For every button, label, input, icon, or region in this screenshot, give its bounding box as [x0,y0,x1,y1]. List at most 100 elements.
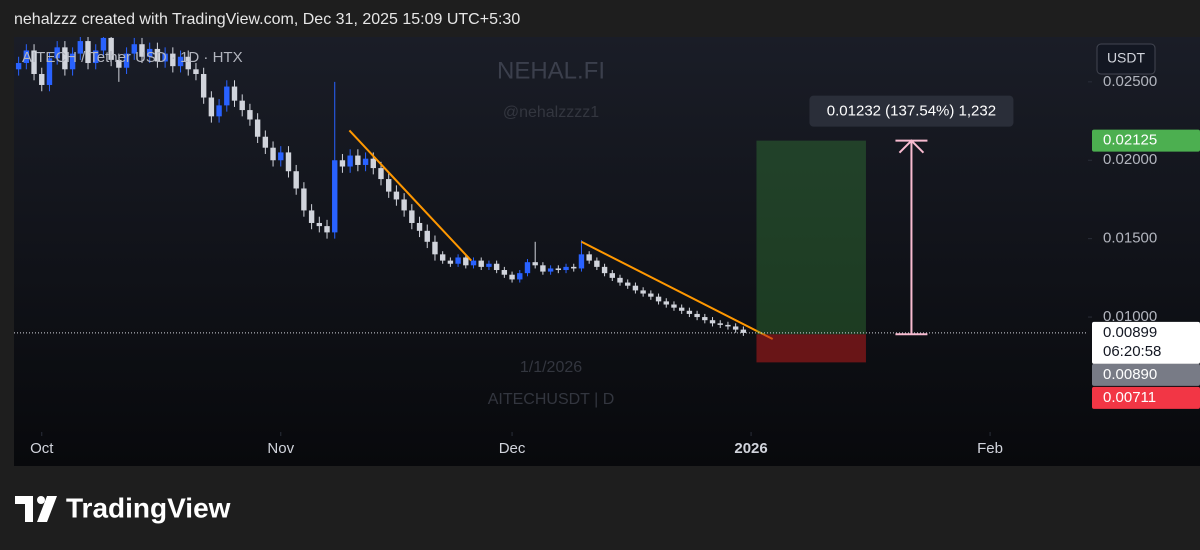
watermark-date: 1/1/2026 [520,359,582,376]
candle-body [625,282,631,286]
candle-body [185,56,191,70]
last-price-tag [1092,321,1200,364]
y-tick-label: 0.02000 [1103,151,1157,168]
candle-body [486,263,492,267]
candle-body [478,260,484,267]
candle-body [493,263,500,271]
candle-body [200,74,207,98]
trend-line [581,240,774,340]
candle-body [116,59,122,68]
candle-body [362,158,369,165]
candle-body [393,191,400,200]
candle-body [131,44,137,54]
x-tick-label: Dec [499,440,526,457]
candle-body [409,210,415,223]
candle-body [285,152,292,172]
candle-body [378,168,384,180]
candle-body [555,268,562,271]
brand-logo [15,496,57,522]
y-tick-label: 0.01500 [1103,230,1157,247]
candle-body [347,155,353,167]
y-tick-label: 0.01000 [1103,308,1157,325]
candle-body [648,293,654,297]
measure-label-box [809,95,1014,127]
candle-body [424,230,430,242]
candle-body [224,86,230,106]
candle-body [154,48,161,62]
trend-line [348,129,472,262]
candle-body [540,265,546,272]
candle-body [686,310,693,314]
currency-label[interactable]: USDT [1107,50,1146,66]
candle-body [231,86,238,101]
candle-body [262,136,269,148]
candle-body [247,110,253,120]
candle-body [370,158,376,169]
candle-body [62,47,68,70]
candle-body [108,37,114,60]
candle-body [100,37,107,51]
loss-zone [756,334,866,363]
candle-body [678,307,685,311]
entry-price-tag [1092,363,1200,386]
candle-body [594,260,600,267]
brand-name: TradingView [66,492,231,523]
countdown-label: 06:20:58 [1103,343,1161,360]
candle-body [216,105,222,117]
candle-body [655,296,662,302]
candle-body [563,266,569,271]
x-tick-label: Nov [267,440,294,457]
candle-body [170,53,176,67]
candle-body [632,285,639,291]
candle-body [571,266,577,269]
candle-body [601,266,608,274]
profit-zone [756,140,866,335]
candle-body [23,50,30,64]
candle-body [524,262,531,274]
candle-body [717,323,723,325]
last-price-label: 0.00899 [1103,324,1157,341]
candle-body [709,320,716,324]
x-tick-label: Feb [977,440,1003,457]
candle-body [31,50,37,75]
candle-body [702,317,708,321]
candle-body [123,53,130,68]
candle-body [85,41,91,64]
candle-body [509,274,515,280]
watermark-title: NEHAL.FI [497,57,605,84]
measure-label: 0.01232 (137.54%) 1,232 [827,103,996,120]
candle-body [547,268,554,272]
candle-body [139,44,145,57]
candle-body [455,257,461,264]
entry-price-label: 0.00890 [1103,366,1157,383]
watermark-symbol: AITECHUSDT | D [488,391,615,408]
candle-body [671,304,677,308]
candle-body [54,47,60,59]
candle-body [146,48,153,57]
candle-body [470,260,477,266]
candle-body [401,199,407,211]
candle-body [578,254,585,269]
candle-body [432,241,438,255]
candle-body [640,290,646,294]
candle-body [293,171,299,189]
measure-arrowhead [898,139,925,154]
currency-button[interactable] [1096,43,1156,75]
chart-title: AITECH / Tether USD · 1D · HTX [22,49,243,66]
candle-body [663,301,669,305]
candle-body [725,324,731,327]
candle-body [339,160,346,167]
candle-body [447,260,454,264]
candle-body [501,270,508,275]
candle-body [532,262,538,266]
candle-body [270,147,276,161]
candle-body [517,273,523,280]
watermark-handle: @nehalzzzz1 [503,104,599,121]
candle-body [609,273,615,278]
candle-body [15,63,22,70]
candle-body [463,257,469,266]
candle-body [46,58,53,85]
candle-body [308,210,315,223]
